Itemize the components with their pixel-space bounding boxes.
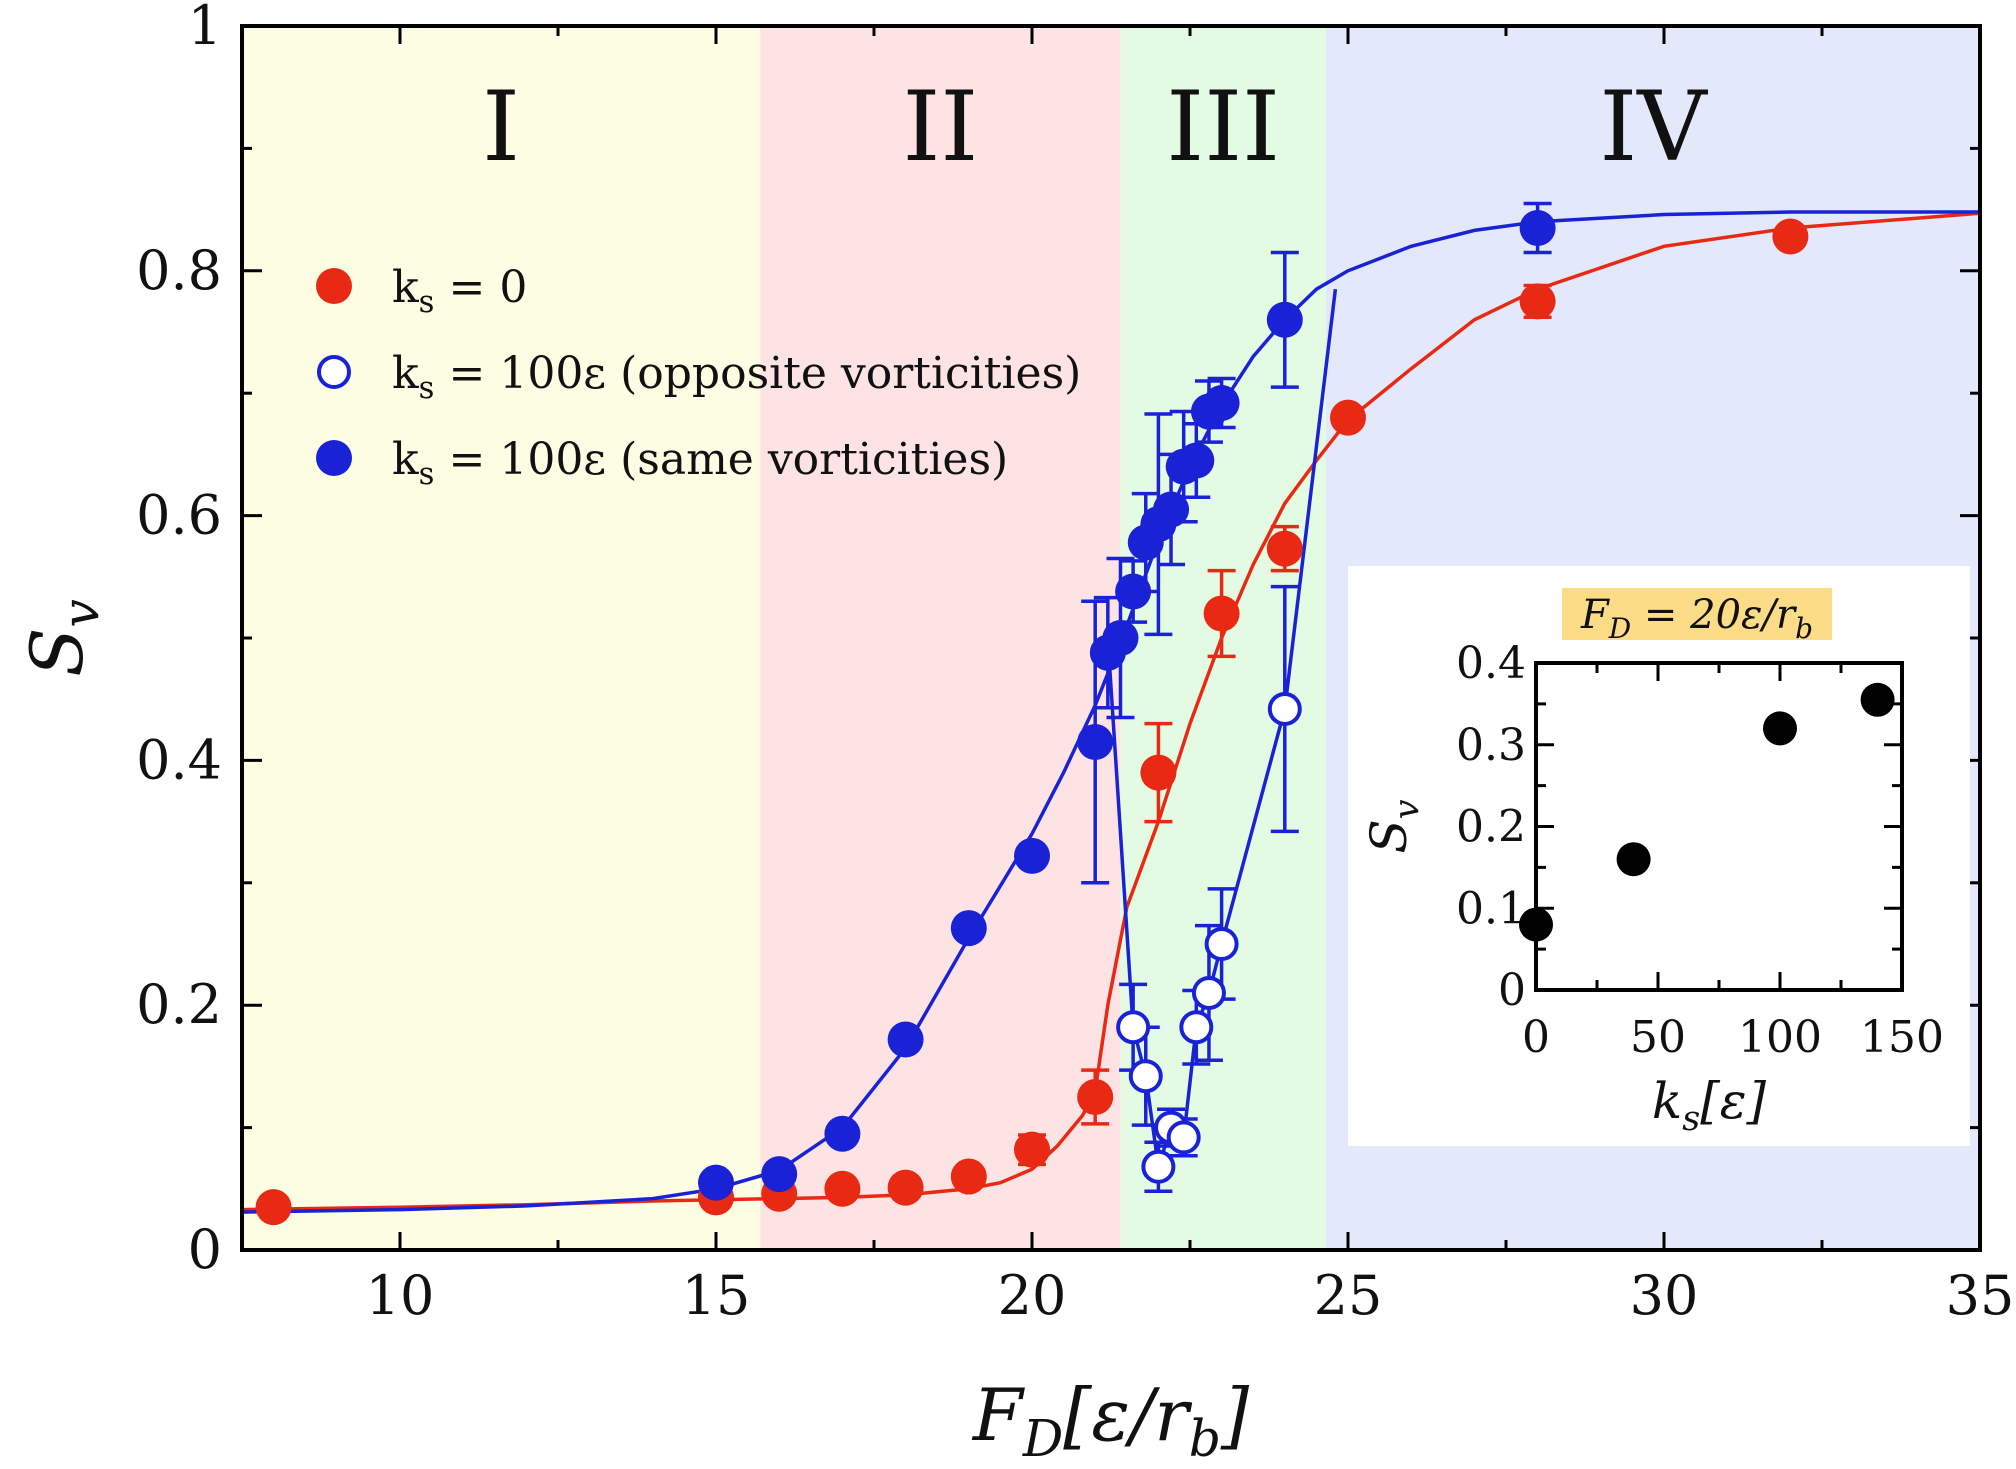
x-tick-label: 35 [1946, 1264, 2015, 1327]
region-label-2: II [902, 71, 978, 183]
series-1-point [1203, 595, 1240, 632]
y-tick-label: 0.8 [136, 239, 222, 302]
series-3-point [698, 1164, 734, 1201]
series-2-point [1166, 1120, 1201, 1155]
inset-y-tick-label: 0.1 [1456, 883, 1526, 934]
region-2 [760, 26, 1121, 1250]
inset-y-axis-label: Sv​ [1360, 799, 1427, 853]
inset-point [1616, 842, 1651, 877]
inset-x-tick-label: 0 [1522, 1012, 1550, 1063]
inset-chart: FD​ = 20ε/rb​ 0 50 100 150 0 0.1 0.2 0.3 0.4 ks​[ε… [1348, 566, 1970, 1146]
series-1-point [1519, 283, 1556, 320]
inset-y-tick-label: 0.3 [1456, 720, 1526, 771]
inset-point [1519, 907, 1553, 942]
series-2-point [1128, 1059, 1163, 1094]
inset-y-tick-label: 0 [1498, 965, 1526, 1016]
legend-label-1: ks​ = 0 [392, 262, 527, 320]
series-3-point [1178, 442, 1215, 479]
legend-label-2: ks​ = 100ε (opposite vorticities) [392, 348, 1081, 406]
series-3-point [1077, 724, 1114, 761]
series-3-point [1203, 384, 1240, 421]
x-tick-label: 25 [1314, 1264, 1383, 1327]
series-1-point [1772, 218, 1809, 255]
series-2-point [1116, 1010, 1151, 1045]
y-tick-label: 0.4 [136, 728, 222, 791]
x-tick-label: 30 [1630, 1264, 1699, 1327]
region-label-3: III [1166, 71, 1280, 183]
region-1 [242, 26, 761, 1250]
series-3-point [1266, 301, 1303, 338]
y-tick-label: 0.2 [136, 973, 222, 1036]
fit-curve-1 [241, 211, 1981, 1212]
series-2-point [1267, 691, 1302, 726]
series-1-point [255, 1189, 292, 1226]
series-3-point [824, 1115, 861, 1152]
series-1-point [1140, 754, 1177, 791]
series-2-point [1204, 927, 1239, 961]
inset-point [1763, 711, 1797, 746]
y-tick-label: 1 [188, 0, 222, 57]
series-1-point [887, 1169, 924, 1206]
y-axis-label: Sv​ [15, 599, 110, 677]
series-1-point [1330, 399, 1366, 436]
inset-title-background [1562, 588, 1832, 640]
series-3-point [950, 910, 987, 947]
x-tick-label: 20 [998, 1264, 1067, 1327]
y-tick-label: 0.6 [136, 484, 222, 547]
series-1-point [824, 1170, 861, 1207]
x-tick-label: 15 [682, 1264, 751, 1327]
series-3-point [1115, 573, 1152, 610]
series-1-point [1077, 1079, 1114, 1115]
series-2-point [1179, 1010, 1214, 1045]
legend-marker-3 [316, 440, 352, 476]
series-3-point [887, 1021, 924, 1058]
series-3-point [1102, 620, 1139, 656]
series-3-point [1153, 491, 1190, 528]
x-axis-label: FD​[ε/rb​] [971, 1373, 1250, 1468]
inset-x-axis-label: ks​[ε] [1652, 1072, 1767, 1139]
series-1-point [950, 1158, 987, 1195]
series-3-point [1014, 837, 1050, 874]
series-1-point [1014, 1131, 1050, 1168]
axis-ticks: 10 15 20 25 30 35 0 0.2 0.4 0.6 0.8 1 FD​[ε/rb​] Sv​ [15, 0, 2014, 1468]
inset-y-tick-label: 0.4 [1456, 638, 1526, 689]
region-label-4: IV [1599, 71, 1708, 183]
series-3-point [761, 1156, 798, 1193]
x-tick-label: 10 [366, 1264, 435, 1327]
legend-marker-1 [316, 268, 352, 304]
legend-marker-2 [317, 355, 351, 389]
inset-title: FD​ = 20ε/rb​ [1580, 592, 1813, 645]
inset-point [1860, 682, 1895, 717]
y-tick-label: 0 [188, 1218, 222, 1281]
data-points [255, 209, 1809, 1226]
series-1-point [1266, 530, 1303, 567]
series-2-point [1191, 975, 1226, 1010]
inset-x-tick-label: 150 [1860, 1012, 1944, 1063]
legend-label-3: ks​ = 100ε (same vorticities) [392, 434, 1008, 492]
inset-x-tick-label: 50 [1630, 1012, 1686, 1063]
series-2-point [1141, 1149, 1176, 1184]
series-3-point [1519, 209, 1556, 246]
legend: ks​ = 0 ks​ = 100ε (opposite vorticities)… [316, 262, 1081, 492]
inset-y-tick-label: 0.2 [1456, 802, 1526, 853]
inset-x-tick-label: 100 [1738, 1012, 1822, 1063]
region-label-1: I [482, 71, 520, 183]
